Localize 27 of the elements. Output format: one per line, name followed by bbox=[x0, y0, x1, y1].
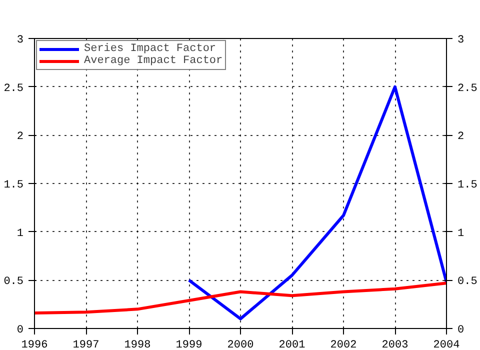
line-series bbox=[34, 282, 446, 315]
x-tick-label: 1996 bbox=[21, 340, 48, 350]
y2-tick-label: 1.5 bbox=[458, 180, 478, 192]
x-tick-label: 1997 bbox=[72, 340, 100, 350]
y2-tick-label: 2 bbox=[458, 131, 464, 144]
y2-tick-label: 2.5 bbox=[458, 82, 478, 95]
x-tick-label: 1998 bbox=[124, 340, 151, 350]
y2-tick-label: 1 bbox=[458, 228, 464, 240]
x-tick-label: 2004 bbox=[433, 340, 460, 350]
y2-tick-label: 0 bbox=[458, 324, 464, 336]
y-tick-label: 0.5 bbox=[4, 276, 24, 288]
y-tick-label: 2 bbox=[16, 131, 24, 144]
x-tick-label: 2002 bbox=[330, 340, 357, 350]
legend-label: Series Impact Factor bbox=[84, 43, 216, 55]
y-tick-label: 1 bbox=[16, 228, 24, 240]
y2-tick-label: 0.5 bbox=[458, 276, 478, 288]
x-tick-label: 2003 bbox=[382, 340, 408, 350]
x-tick-label: 2001 bbox=[278, 340, 306, 350]
x-tick-label: 2000 bbox=[227, 340, 254, 350]
y-tick-label: 3 bbox=[16, 34, 24, 46]
x-tick-label: 1999 bbox=[176, 340, 202, 350]
y-tick-label: 1.5 bbox=[4, 180, 24, 192]
y2-tick-label: 3 bbox=[458, 34, 464, 46]
y-tick-label: 0 bbox=[16, 324, 24, 336]
line-series bbox=[188, 85, 446, 320]
y-tick-label: 2.5 bbox=[4, 82, 24, 95]
legend-label: Average Impact Factor bbox=[84, 55, 223, 67]
